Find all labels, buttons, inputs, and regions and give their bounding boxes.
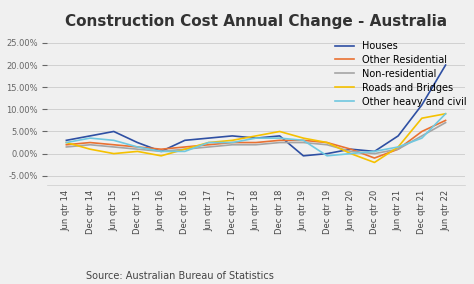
Non-residential bbox=[135, 147, 140, 151]
Text: Source: Australian Bureau of Statistics: Source: Australian Bureau of Statistics bbox=[86, 271, 274, 281]
Roads and Bridges bbox=[182, 147, 188, 151]
Legend: Houses, Other Residential, Non-residential, Roads and Bridges, Other heavy and c: Houses, Other Residential, Non-residenti… bbox=[331, 37, 471, 110]
Other heavy and civil bbox=[182, 150, 188, 153]
Roads and Bridges bbox=[64, 141, 69, 144]
Roads and Bridges bbox=[158, 154, 164, 158]
Other Residential bbox=[348, 147, 354, 151]
Houses bbox=[206, 136, 211, 140]
Houses bbox=[111, 130, 117, 133]
Non-residential bbox=[206, 145, 211, 149]
Roads and Bridges bbox=[253, 134, 259, 138]
Roads and Bridges bbox=[135, 150, 140, 153]
Other Residential bbox=[182, 145, 188, 149]
Line: Houses: Houses bbox=[66, 65, 446, 156]
Other heavy and civil bbox=[87, 136, 93, 140]
Other Residential bbox=[253, 141, 259, 144]
Non-residential bbox=[87, 143, 93, 147]
Other Residential bbox=[87, 141, 93, 144]
Houses bbox=[348, 147, 354, 151]
Other Residential bbox=[64, 143, 69, 147]
Roads and Bridges bbox=[443, 112, 448, 116]
Houses bbox=[395, 134, 401, 138]
Other heavy and civil bbox=[206, 141, 211, 144]
Roads and Bridges bbox=[229, 139, 235, 142]
Roads and Bridges bbox=[206, 141, 211, 144]
Other Residential bbox=[158, 147, 164, 151]
Other Residential bbox=[111, 143, 117, 147]
Non-residential bbox=[64, 145, 69, 149]
Other heavy and civil bbox=[348, 152, 354, 155]
Non-residential bbox=[324, 143, 330, 147]
Other heavy and civil bbox=[301, 139, 306, 142]
Other heavy and civil bbox=[277, 136, 283, 140]
Line: Non-residential: Non-residential bbox=[66, 123, 446, 154]
Roads and Bridges bbox=[301, 136, 306, 140]
Non-residential bbox=[395, 147, 401, 151]
Roads and Bridges bbox=[87, 147, 93, 151]
Other heavy and civil bbox=[253, 136, 259, 140]
Non-residential bbox=[348, 150, 354, 153]
Houses bbox=[419, 103, 425, 106]
Houses bbox=[372, 150, 377, 153]
Houses bbox=[277, 134, 283, 138]
Non-residential bbox=[301, 141, 306, 144]
Line: Roads and Bridges: Roads and Bridges bbox=[66, 114, 446, 162]
Roads and Bridges bbox=[324, 141, 330, 144]
Other heavy and civil bbox=[135, 145, 140, 149]
Other heavy and civil bbox=[229, 141, 235, 144]
Houses bbox=[324, 152, 330, 155]
Houses bbox=[182, 139, 188, 142]
Houses bbox=[229, 134, 235, 138]
Other heavy and civil bbox=[443, 112, 448, 116]
Other heavy and civil bbox=[372, 150, 377, 153]
Roads and Bridges bbox=[277, 130, 283, 133]
Other Residential bbox=[277, 139, 283, 142]
Non-residential bbox=[419, 134, 425, 138]
Line: Other Residential: Other Residential bbox=[66, 120, 446, 158]
Line: Other heavy and civil: Other heavy and civil bbox=[66, 114, 446, 156]
Other Residential bbox=[372, 156, 377, 160]
Houses bbox=[443, 63, 448, 67]
Roads and Bridges bbox=[111, 152, 117, 155]
Other Residential bbox=[301, 139, 306, 142]
Houses bbox=[158, 150, 164, 153]
Other heavy and civil bbox=[324, 154, 330, 158]
Non-residential bbox=[182, 147, 188, 151]
Other Residential bbox=[324, 141, 330, 144]
Roads and Bridges bbox=[395, 145, 401, 149]
Houses bbox=[253, 136, 259, 140]
Other Residential bbox=[206, 143, 211, 147]
Other heavy and civil bbox=[395, 145, 401, 149]
Roads and Bridges bbox=[372, 161, 377, 164]
Non-residential bbox=[253, 143, 259, 147]
Houses bbox=[87, 134, 93, 138]
Houses bbox=[64, 139, 69, 142]
Houses bbox=[301, 154, 306, 158]
Non-residential bbox=[111, 145, 117, 149]
Other Residential bbox=[135, 145, 140, 149]
Non-residential bbox=[372, 152, 377, 155]
Non-residential bbox=[277, 141, 283, 144]
Other heavy and civil bbox=[419, 136, 425, 140]
Other Residential bbox=[443, 119, 448, 122]
Other heavy and civil bbox=[158, 150, 164, 153]
Roads and Bridges bbox=[419, 116, 425, 120]
Non-residential bbox=[443, 121, 448, 124]
Non-residential bbox=[158, 150, 164, 153]
Other Residential bbox=[419, 130, 425, 133]
Other Residential bbox=[229, 141, 235, 144]
Other heavy and civil bbox=[64, 141, 69, 144]
Roads and Bridges bbox=[348, 152, 354, 155]
Title: Construction Cost Annual Change - Australia: Construction Cost Annual Change - Austra… bbox=[65, 14, 447, 29]
Other heavy and civil bbox=[111, 139, 117, 142]
Houses bbox=[135, 141, 140, 144]
Non-residential bbox=[229, 143, 235, 147]
Other Residential bbox=[395, 147, 401, 151]
